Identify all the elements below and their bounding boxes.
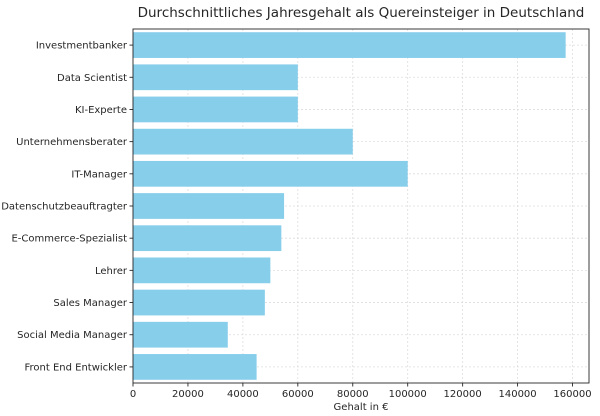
bar [133, 321, 228, 348]
bar [133, 96, 298, 123]
bar [133, 64, 298, 91]
bar [133, 354, 257, 380]
bar [133, 225, 282, 252]
y-tick-label: Datenschutzbeauftragter [1, 202, 128, 213]
bar [133, 193, 285, 219]
y-axis-ticks: Investmentbanker Data Scientist KI-Experte… [1, 41, 133, 373]
bar [133, 128, 353, 155]
x-tick-label: 60000 [282, 389, 314, 400]
plot-frame [132, 28, 590, 384]
y-tick-label: Social Media Manager [17, 330, 128, 341]
x-tick-label: 160000 [553, 389, 591, 400]
y-tick-label: Sales Manager [53, 298, 128, 309]
x-tick-label: 0 [130, 389, 136, 400]
x-tick-label: 140000 [498, 389, 536, 400]
x-tick-label: 80000 [337, 389, 369, 400]
chart-title: Durchschnittliches Jahresgehalt als Quer… [138, 5, 585, 21]
bar [133, 289, 265, 316]
x-axis-ticks: 0 20000 40000 60000 80000 100000 120000 140000 1… [130, 383, 592, 400]
bar [133, 160, 408, 187]
x-tick-label: 120000 [444, 389, 482, 400]
y-tick-label: Lehrer [95, 266, 128, 277]
y-tick-label: IT-Manager [71, 169, 127, 180]
bars [133, 32, 566, 380]
bar [133, 32, 566, 58]
bar [133, 257, 271, 284]
x-tick-label: 20000 [172, 389, 204, 400]
x-tick-label: 40000 [227, 389, 259, 400]
y-tick-label: Data Scientist [57, 73, 127, 84]
y-tick-label: Front End Entwickler [24, 362, 127, 373]
y-tick-label: E-Commerce-Spezialist [11, 234, 127, 245]
y-tick-label: Investmentbanker [36, 41, 128, 52]
y-tick-label: KI-Experte [75, 105, 127, 116]
y-tick-label: Unternehmensberater [16, 137, 128, 148]
x-axis-label: Gehalt in € [334, 402, 389, 413]
x-tick-label: 100000 [389, 389, 427, 400]
